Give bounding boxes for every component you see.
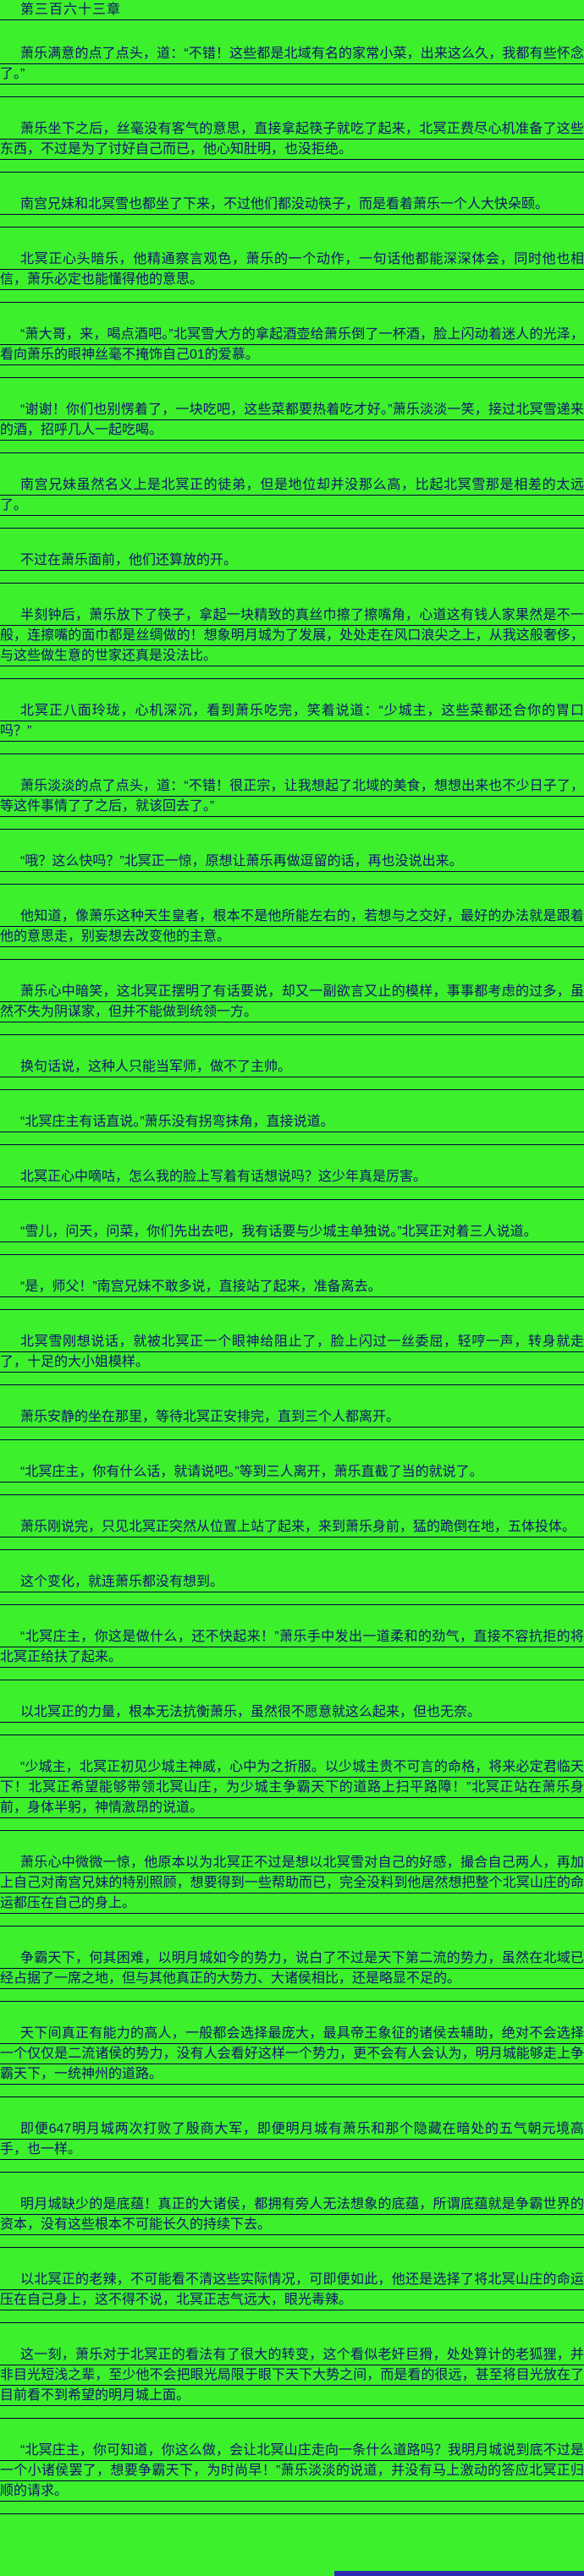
paragraph: 这一刻，萧乐对于北冥正的看法有了很大的转变，这个看似老奸巨猾，处处算计的老狐狸，… [0,2345,584,2419]
paragraph: 换句话说，这种人只能当军师，做不了主帅。 [0,1057,584,1090]
paragraph: 萧乐安静的坐在那里，等待北冥正安排完，直到三个人都离开。 [0,1407,584,1440]
paragraph: 即便647明月城两次打败了殷商大军，即便明月城有萧乐和那个隐藏在暗处的五气朝元境… [0,2119,584,2173]
paragraph: 这个变化，就连萧乐都没有想到。 [0,1572,584,1605]
paragraph: 萧乐满意的点了点头，道：“不错！这些都是北域有名的家常小菜，出来这么久，我都有些… [0,44,584,97]
paragraph: 北冥雪刚想说话，就被北冥正一个眼神给阻止了，脸上闪过一丝委屈，轻哼一声，转身就走… [0,1332,584,1385]
paragraph: 不过在萧乐面前，他们还算放的开。 [0,551,584,584]
paragraph: 半刻钟后，萧乐放下了筷子，拿起一块精致的真丝巾擦了擦嘴角，心道这有钱人家果然是不… [0,606,584,679]
paragraph: 萧乐心中暗笑，这北冥正摆明了有话要说，却又一副欲言又止的模样，事事都考虑的过多，… [0,982,584,1035]
paragraph: 南宫兄妹虽然名义上是北冥正的徒弟，但是地位却并没那么高，比起北冥雪那是相差的太远… [0,475,584,529]
paragraph: 争霸天下，何其困难，以明月城如今的势力，说白了不过是天下第二流的势力，虽然在北域… [0,1948,584,2002]
paragraph: “雪儿，问天，问菜，你们先出去吧，我有话要与少城主单独说。”北冥正对着三人说道。 [0,1222,584,1255]
paragraph: 明月城缺少的是底蕴！真正的大诸侯，都拥有旁人无法想象的底蕴，所谓底蕴就是争霸世界… [0,2195,584,2248]
paragraph: “少城主，北冥正初见少城主神威，心中为之折服。以少城主贵不可言的命格，将来必定君… [0,1757,584,1831]
paragraph: 以北冥正的老辣，不可能看不清这些实际情况，可即便如此，他还是选择了将北冥山庄的命… [0,2270,584,2323]
paragraph: 天下间真正有能力的高人，一般都会选择最庞大，最具帝王象征的诸侯去辅助，绝对不会选… [0,2024,584,2097]
page-bottom-cutoff-strip [334,2571,584,2576]
paragraph: “萧大哥，来，喝点酒吧。”北冥雪大方的拿起酒壶给萧乐倒了一杯酒，脸上闪动着迷人的… [0,325,584,378]
paragraph: “是，师父！”南宫兄妹不敢多说，直接站了起来，准备离去。 [0,1277,584,1310]
paragraph: “北冥庄主有话直说。”萧乐没有拐弯抹角，直接说道。 [0,1112,584,1145]
paragraph: 萧乐坐下之后，丝毫没有客气的意思，直接拿起筷子就吃了起来，北冥正费尽心机准备了这… [0,119,584,173]
paragraph: “北冥庄主，你有什么话，就请说吧。”等到三人离开，萧乐直截了当的就说了。 [0,1462,584,1495]
paragraph: “谢谢！你们也别愣着了，一块吃吧，这些菜都要热着吃才好。”萧乐淡淡一笑，接过北冥… [0,400,584,453]
paragraph: 北冥正心中嘀咕，怎么我的脸上写着有话想说吗？这少年真是厉害。 [0,1167,584,1200]
paragraph: “北冥庄主，你这是做什么，还不快起来！”萧乐手中发出一道柔和的劲气，直接不容抗拒… [0,1627,584,1680]
paragraph: 以北冥正的力量，根本无法抗衡萧乐，虽然很不愿意就这么起来，但也无奈。 [0,1702,584,1735]
paragraph: 萧乐刚说完，只见北冥正突然从位置上站了起来，来到萧乐身前，猛的跪倒在地，五体投体… [0,1517,584,1550]
chapter-title: 第三百六十三章 [0,0,584,20]
chapter-body: 萧乐满意的点了点头，道：“不错！这些都是北域有名的家常小菜，出来这么久，我都有些… [0,44,584,2514]
paragraph: 他知道，像萧乐这种天生皇者，根本不是他所能左右的，若想与之交好，最好的办法就是跟… [0,907,584,960]
paragraph: 北冥正八面玲珑，心机深沉，看到萧乐吃完，笑着说道：“少城主，这些菜都还合你的胃口… [0,701,584,754]
paragraph: “北冥庄主，你可知道，你这么做，会让北冥山庄走向一条什么道路吗？我明月城说到底不… [0,2441,584,2514]
paragraph: 萧乐心中微微一惊，他原本以为北冥正不过是想以北冥雪对自己的好感，撮合自己两人，再… [0,1853,584,1927]
paragraph: “哦？这么快吗？”北冥正一惊，原想让萧乐再做逗留的话，再也没说出来。 [0,852,584,885]
paragraph: 南宫兄妹和北冥雪也都坐了下来，不过他们都没动筷子，而是看着萧乐一个人大快朵颐。 [0,195,584,227]
paragraph: 萧乐淡淡的点了点头，道：“不错！很正宗，让我想起了北域的美食，想想出来也不少日子… [0,776,584,830]
paragraph: 北冥正心头暗乐，他精通察言观色，萧乐的一个动作，一句话他都能深深体会，同时他也相… [0,249,584,303]
